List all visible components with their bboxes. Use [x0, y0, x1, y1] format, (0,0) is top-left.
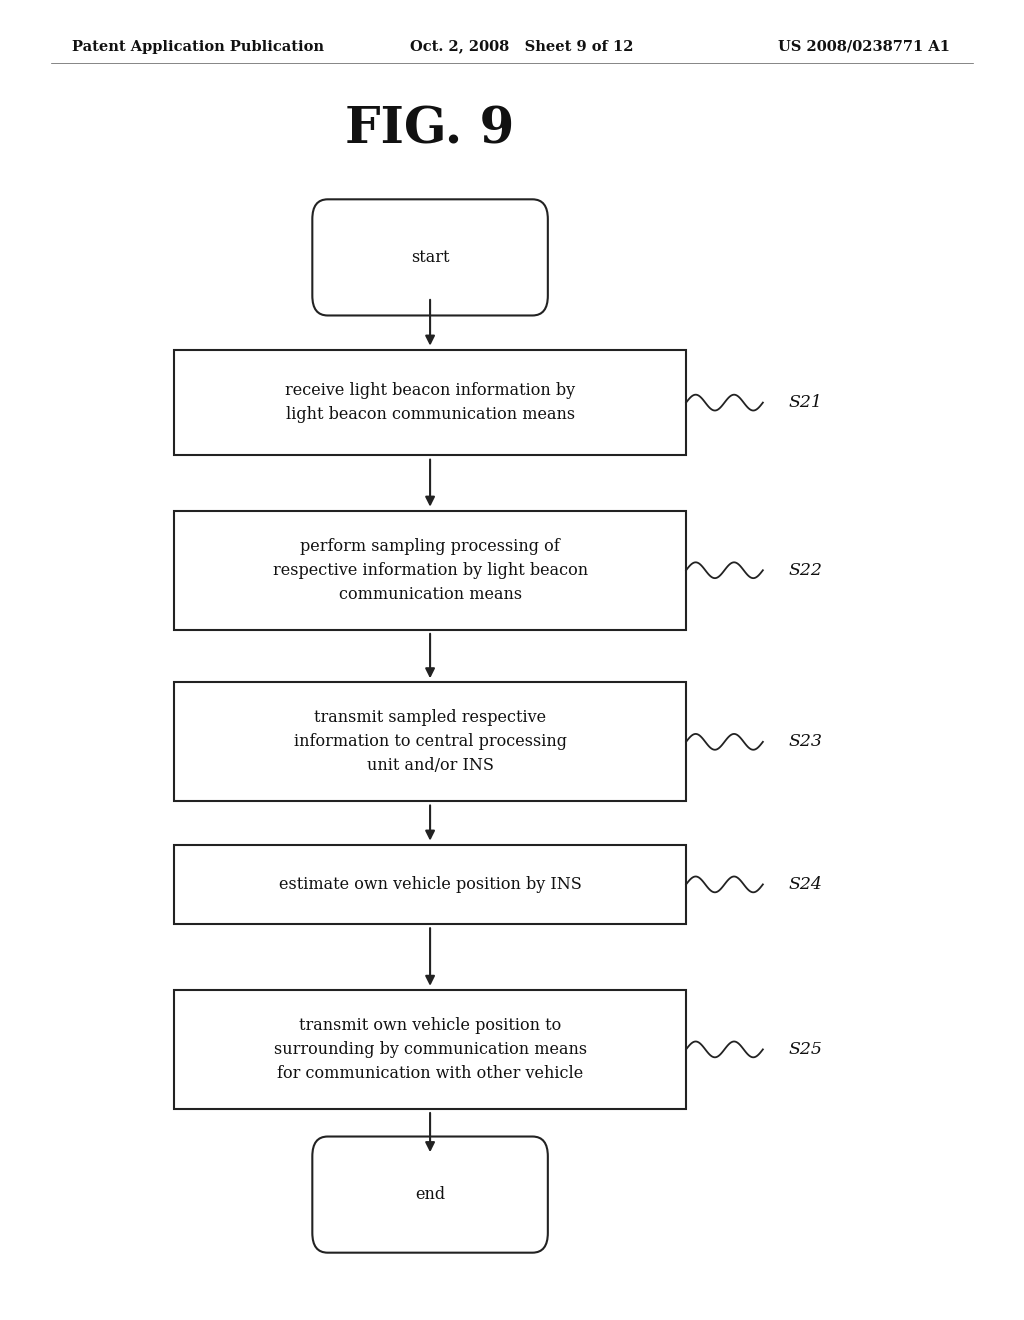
Text: S21: S21 [788, 395, 822, 411]
Text: receive light beacon information by
light beacon communication means: receive light beacon information by ligh… [285, 381, 575, 424]
FancyBboxPatch shape [312, 1137, 548, 1253]
Text: S23: S23 [788, 734, 822, 750]
FancyBboxPatch shape [312, 199, 548, 315]
Text: transmit own vehicle position to
surrounding by communication means
for communic: transmit own vehicle position to surroun… [273, 1016, 587, 1082]
Bar [174, 845, 686, 924]
Text: S25: S25 [788, 1041, 822, 1057]
Bar [174, 350, 686, 455]
Text: FIG. 9: FIG. 9 [345, 106, 515, 154]
Text: Patent Application Publication: Patent Application Publication [72, 40, 324, 54]
Text: perform sampling processing of
respective information by light beacon
communicat: perform sampling processing of respectiv… [272, 537, 588, 603]
Text: estimate own vehicle position by INS: estimate own vehicle position by INS [279, 876, 582, 892]
Text: start: start [411, 249, 450, 265]
Text: US 2008/0238771 A1: US 2008/0238771 A1 [778, 40, 950, 54]
Text: S22: S22 [788, 562, 822, 578]
Bar [174, 682, 686, 801]
Text: transmit sampled respective
information to central processing
unit and/or INS: transmit sampled respective information … [294, 709, 566, 775]
Text: end: end [415, 1187, 445, 1203]
Text: S24: S24 [788, 876, 822, 892]
Text: Oct. 2, 2008   Sheet 9 of 12: Oct. 2, 2008 Sheet 9 of 12 [410, 40, 633, 54]
Bar [174, 511, 686, 630]
Bar [174, 990, 686, 1109]
